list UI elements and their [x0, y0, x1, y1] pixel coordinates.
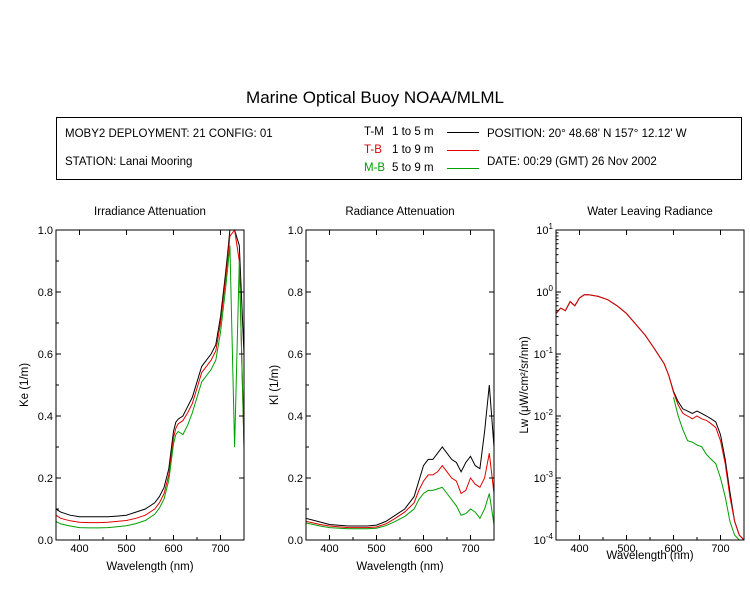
y-tick-label: 0.6	[288, 349, 303, 361]
series-line-m-b	[673, 397, 740, 540]
x-tick-label: 400	[320, 543, 338, 555]
plot-frame	[555, 229, 745, 541]
x-tick-label: 400	[570, 543, 588, 555]
y-tick-label: 0.6	[38, 349, 53, 361]
chart-panel-1: Irradiance Attenuation 400 500 600 700 0.0 0.2…	[19, 206, 245, 573]
series-line-t-m	[306, 384, 494, 527]
series-line-m-b	[56, 245, 244, 529]
y-tick-label: 0.4	[288, 411, 303, 423]
y-tick-label: 0.2	[288, 473, 303, 485]
x-axis-label: Wavelength (nm)	[356, 561, 443, 573]
legend-swatch	[447, 132, 479, 133]
x-tick-label: 600	[164, 543, 182, 555]
series-line-t-b	[56, 230, 244, 524]
chart-title: Water Leaving Radiance	[587, 206, 713, 218]
legend-range: 5 to 9 m	[392, 162, 434, 174]
x-tick-label: 600	[664, 543, 682, 555]
legend-item-t-m: T-M 1 to 5 m	[364, 126, 504, 140]
x-tick-label: 500	[117, 543, 135, 555]
legend-swatch	[447, 150, 479, 151]
legend-code: M-B	[364, 162, 386, 174]
legend-item-t-b: T-B 1 to 9 m	[364, 144, 504, 158]
y-tick-label: 0.8	[288, 287, 303, 299]
legend-item-m-b: M-B 5 to 9 m	[364, 162, 504, 176]
plot-frame	[305, 229, 495, 541]
legend-code: T-M	[364, 126, 384, 138]
y-tick-label: 1.0	[288, 225, 303, 237]
series-line-t-b	[556, 294, 744, 540]
x-tick-label: 700	[711, 543, 729, 555]
y-tick-label: 101	[536, 222, 553, 237]
y-axis-label: Ke (1/m)	[19, 363, 31, 407]
y-tick-label: 10-2	[534, 408, 554, 423]
x-tick-label: 700	[461, 543, 479, 555]
y-tick-label: 0.0	[288, 535, 303, 547]
series-line-m-b	[306, 486, 494, 530]
info-box: MOBY2 DEPLOYMENT: 21 CONFIG: 01 STATION:…	[56, 117, 742, 180]
y-tick-label: 10-1	[534, 346, 554, 361]
y-tick-label: 10-4	[534, 532, 554, 547]
y-tick-label: 1.0	[38, 225, 53, 237]
y-axis-label: Kl (1/m)	[269, 365, 281, 405]
x-tick-label: 500	[617, 543, 635, 555]
legend-range: 1 to 5 m	[392, 126, 434, 138]
y-tick-label: 100	[536, 284, 553, 299]
legend-swatch	[447, 168, 479, 169]
legend-code: T-B	[364, 144, 382, 156]
x-tick-label: 400	[70, 543, 88, 555]
series-line-t-m	[556, 294, 744, 540]
y-tick-label: 0.2	[38, 473, 53, 485]
x-tick-label: 600	[414, 543, 432, 555]
y-tick-label: 0.8	[38, 287, 53, 299]
station-text: STATION: Lanai Mooring	[65, 156, 193, 168]
x-axis-label: Wavelength (nm)	[106, 561, 193, 573]
series-line-t-b	[306, 453, 494, 529]
series-line-t-m	[56, 230, 244, 518]
page-title: Marine Optical Buoy NOAA/MLML	[246, 88, 504, 107]
chart-title: Irradiance Attenuation	[94, 206, 206, 218]
x-tick-label: 700	[211, 543, 229, 555]
y-tick-label: 0.4	[38, 411, 53, 423]
chart-panel-3: Water Leaving Radiance 400 500 600 700 10-4 10…	[519, 206, 745, 562]
y-axis-label: Lw (μW/cm²/sr/nm)	[519, 336, 531, 434]
y-tick-label: 10-3	[534, 470, 554, 485]
plot-frame	[55, 229, 245, 541]
deployment-text: MOBY2 DEPLOYMENT: 21 CONFIG: 01	[65, 128, 273, 140]
x-tick-label: 500	[367, 543, 385, 555]
x-axis-label: Wavelength (nm)	[606, 550, 693, 562]
position-text: POSITION: 20° 48.68' N 157° 12.12' W	[487, 128, 687, 140]
legend-range: 1 to 9 m	[392, 144, 434, 156]
chart-panel-2: Radiance Attenuation 400 500 600 700 0.0 0.2 0.…	[269, 206, 495, 573]
date-text: DATE: 00:29 (GMT) 26 Nov 2002	[487, 156, 657, 168]
chart-title: Radiance Attenuation	[345, 206, 454, 218]
y-tick-label: 0.0	[38, 535, 53, 547]
